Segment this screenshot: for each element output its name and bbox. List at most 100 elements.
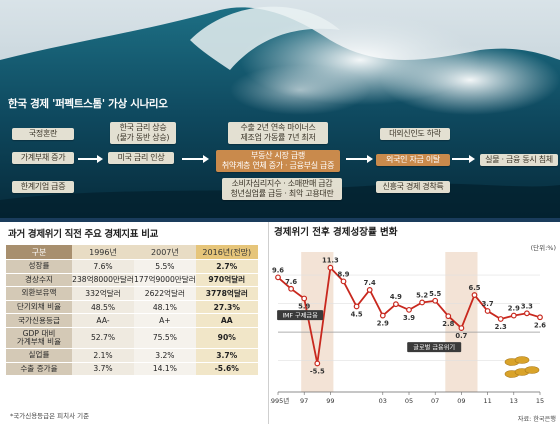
x-tick-label: 05	[405, 397, 413, 405]
row-label: 수출 증가율	[6, 362, 72, 376]
panel-divider	[0, 218, 560, 222]
cell-2016: 3778억달러	[195, 287, 258, 300]
x-tick-label: 09	[457, 397, 465, 405]
data-point	[458, 325, 465, 332]
cell-2007: A+	[134, 314, 196, 327]
indicator-table: 구분 1996년 2007년 2016년(전망) 성장률 7.6% 5.5% 2…	[6, 244, 258, 376]
data-label: 4.5	[351, 310, 363, 318]
step-household-debt: 가계부채 증가	[12, 152, 74, 164]
cell-1996: 3.7%	[72, 362, 134, 376]
cell-2007: 177억9000만달러	[134, 273, 196, 287]
cell-1996: 7.6%	[72, 260, 134, 273]
growth-chart-panel: 경제위기 전후 경제성장률 변화 (단위:%) 9.6 7.6 5.9 -5.5 11.3 8…	[270, 222, 560, 424]
step-korea-rate: 한국 금리 상승 (물가 동반 상승)	[110, 122, 176, 144]
data-label: 7.4	[364, 279, 376, 287]
data-point	[340, 278, 347, 285]
data-label: 6.5	[468, 284, 480, 292]
data-point	[314, 360, 321, 367]
x-tick-label: 97	[300, 397, 308, 405]
chart-title: 경제위기 전후 경제성장률 변화	[274, 226, 398, 238]
global-annotation: 글로벌 금융위기	[413, 344, 455, 352]
data-label: 11.3	[322, 257, 339, 265]
cell-2016: 90%	[195, 327, 258, 348]
arrow-1	[78, 155, 103, 163]
table-header-row: 구분 1996년 2007년 2016년(전망)	[6, 245, 258, 259]
data-point	[327, 264, 334, 271]
step-us-rate: 미국 금리 인상	[108, 152, 174, 164]
cell-1996: AA-	[72, 314, 134, 327]
data-label: 7.6	[285, 278, 297, 286]
row-label: 경상수지	[6, 273, 72, 287]
data-label: 5.2	[416, 291, 428, 299]
cell-2016: AA	[195, 314, 258, 327]
data-label: 0.7	[455, 332, 467, 340]
step-emerging-landing: 신흥국 경제 경착륙	[376, 181, 450, 193]
table-row: 단기외채 비율 48.5% 48.1% 27.3%	[6, 300, 258, 314]
row-label: 성장률	[6, 260, 72, 273]
chart-unit: (단위:%)	[531, 243, 556, 252]
row-label: 외환보유액	[6, 287, 72, 300]
header-2016: 2016년(전망)	[195, 245, 258, 259]
indicator-table-panel: 과거 경제위기 직전 주요 경제지표 비교 구분 1996년 2007년 201…	[0, 222, 268, 424]
step-consumer-sentiment: 소비자심리지수 · 소매판매 급감 청년실업률 급등 · 최악 고용대란	[222, 178, 342, 200]
header-1996: 1996년	[72, 245, 134, 259]
table-row: 국가신용등급 AA- A+ AA	[6, 314, 258, 327]
data-point	[366, 287, 373, 293]
step-export-decline: 수출 2년 연속 마이너스 제조업 가동률 7년 최저	[228, 122, 328, 144]
row-label: 실업률	[6, 348, 72, 362]
data-label: 2.9	[377, 320, 389, 328]
global-annotation-box	[407, 342, 462, 353]
chart-source: 자료: 한국은행	[518, 415, 557, 423]
arrow-2	[182, 155, 209, 163]
data-point	[379, 312, 386, 319]
cell-2007: 75.5%	[134, 327, 196, 348]
data-point	[471, 292, 478, 298]
scenario-panel: 한국 경제 '퍼펙트스톰' 가상 시나리오 국정혼란 가계부채 증가 한계기업 …	[0, 0, 560, 218]
data-label: 5.5	[429, 290, 441, 298]
cell-1996: 2.1%	[72, 348, 134, 362]
data-point	[510, 312, 517, 319]
step-real-estate: 부동산 시장 급랭 취약계층 연체 증가 · 금융부실 급증	[216, 150, 340, 172]
data-point	[419, 299, 426, 306]
data-label: 9.6	[272, 266, 284, 274]
cell-1996: 52.7%	[72, 327, 134, 348]
data-point	[484, 308, 491, 314]
data-label: -5.5	[310, 367, 325, 375]
x-tick-label: 03	[379, 397, 387, 405]
step-dual-recession: 실물 · 금융 동시 침체	[480, 154, 558, 166]
step-domestic-turmoil: 국정혼란	[12, 128, 74, 140]
table-row: 성장률 7.6% 5.5% 2.7%	[6, 260, 258, 273]
data-label: 2.8	[442, 320, 454, 328]
imf-annotation-box	[277, 310, 324, 321]
row-label: GDP 대비 가계부채 비율	[6, 327, 72, 348]
cell-2016: 970억달러	[195, 273, 258, 287]
x-tick-label: 99	[326, 397, 334, 405]
data-point	[432, 297, 439, 304]
table-row: 경상수지 238억8000만달러 177억9000만달러 970억달러	[6, 273, 258, 287]
data-point	[445, 313, 452, 320]
data-point	[523, 310, 530, 317]
cell-2007: 2622억달러	[134, 287, 196, 300]
table-row: 실업률 2.1% 3.2% 3.7%	[6, 348, 258, 362]
header-category: 구분	[6, 245, 72, 259]
cell-1996: 332억달러	[72, 287, 134, 300]
data-point	[537, 314, 543, 321]
data-label: 2.9	[508, 305, 520, 313]
data-label: 2.3	[495, 323, 507, 331]
cell-2016: 2.7%	[195, 260, 258, 273]
data-point	[275, 274, 281, 281]
growth-chart: 경제위기 전후 경제성장률 변화 (단위:%) 9.67.6 5.9 -5.5 11.3 8…	[270, 226, 557, 423]
x-tick-label: 11	[483, 397, 491, 405]
table-title: 과거 경제위기 직전 주요 경제지표 비교	[8, 229, 159, 240]
data-point	[392, 301, 399, 308]
table-row: 수출 증가율 3.7% 14.1% -5.6%	[6, 362, 258, 376]
table-footnote: *국가신용등급은 피치사 기준	[10, 412, 90, 420]
x-tick-label: 13	[510, 397, 518, 405]
data-label: 3.9	[403, 314, 415, 322]
arrow-4	[452, 155, 475, 163]
imf-annotation: IMF 구제금융	[282, 312, 318, 320]
header-2007: 2007년	[134, 245, 196, 259]
row-label: 단기외채 비율	[6, 300, 72, 314]
table-row: 외환보유액 332억달러 2622억달러 3778억달러	[6, 287, 258, 300]
